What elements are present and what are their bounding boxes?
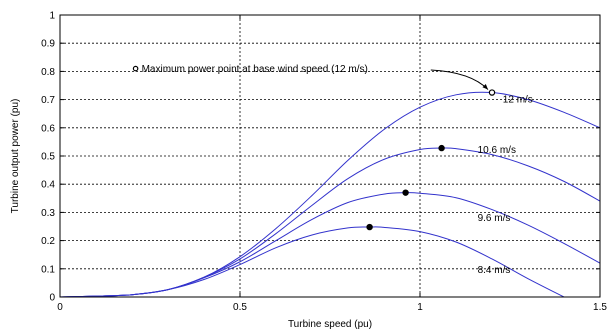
y-tick-label: 0.1 bbox=[41, 264, 55, 275]
annotation-marker bbox=[132, 65, 139, 72]
series-label: 12 m/s bbox=[503, 94, 533, 105]
x-axis-label: Turbine speed (pu) bbox=[288, 319, 372, 330]
x-tick-label: 0.5 bbox=[233, 302, 247, 313]
y-tick-label: 0.5 bbox=[41, 152, 55, 163]
series-line bbox=[59, 226, 565, 298]
y-tick-label: 0.2 bbox=[41, 236, 55, 247]
x-tick-label: 1 bbox=[417, 302, 423, 313]
x-tick-label: 0 bbox=[57, 302, 63, 313]
max-power-point-marker bbox=[438, 144, 445, 152]
max-power-point-marker bbox=[402, 189, 409, 196]
max-power-point-marker bbox=[488, 89, 496, 96]
series-label: 10.6 m/s bbox=[478, 145, 516, 156]
series-label: 9.6 m/s bbox=[478, 213, 511, 224]
y-tick-label: 0 bbox=[49, 293, 55, 304]
y-tick-label: 0.4 bbox=[41, 180, 55, 191]
curve-label-layer: 12 m/s 10.6 m/s 9.6 m/s 8.4 m/s bbox=[478, 94, 533, 276]
y-axis-label: Turbine output power (pu) bbox=[10, 99, 21, 214]
annotation-arrowhead bbox=[482, 83, 488, 90]
annotation-layer: Maximum power point at base wind speed (… bbox=[132, 64, 489, 90]
max-power-point-marker bbox=[366, 223, 373, 231]
y-tick-label: 1 bbox=[49, 11, 55, 22]
y-tick-label: 0.9 bbox=[41, 39, 55, 50]
x-tick-label: 1.5 bbox=[593, 302, 607, 313]
y-tick-label: 0.3 bbox=[41, 208, 55, 219]
y-tick-label: 0.7 bbox=[41, 95, 55, 106]
y-tick-label: 0.8 bbox=[41, 67, 55, 78]
tick-layer: 0 0.5 1 1.5 0 0.1 0.2 0.3 0.4 0.5 0.6 0.7 0.8 0.9 1 bbox=[41, 11, 607, 314]
series-layer bbox=[59, 89, 601, 298]
annotation-text: Maximum power point at base wind speed (… bbox=[142, 64, 368, 75]
y-tick-label: 0.6 bbox=[41, 123, 55, 134]
series-label: 8.4 m/s bbox=[478, 265, 511, 276]
